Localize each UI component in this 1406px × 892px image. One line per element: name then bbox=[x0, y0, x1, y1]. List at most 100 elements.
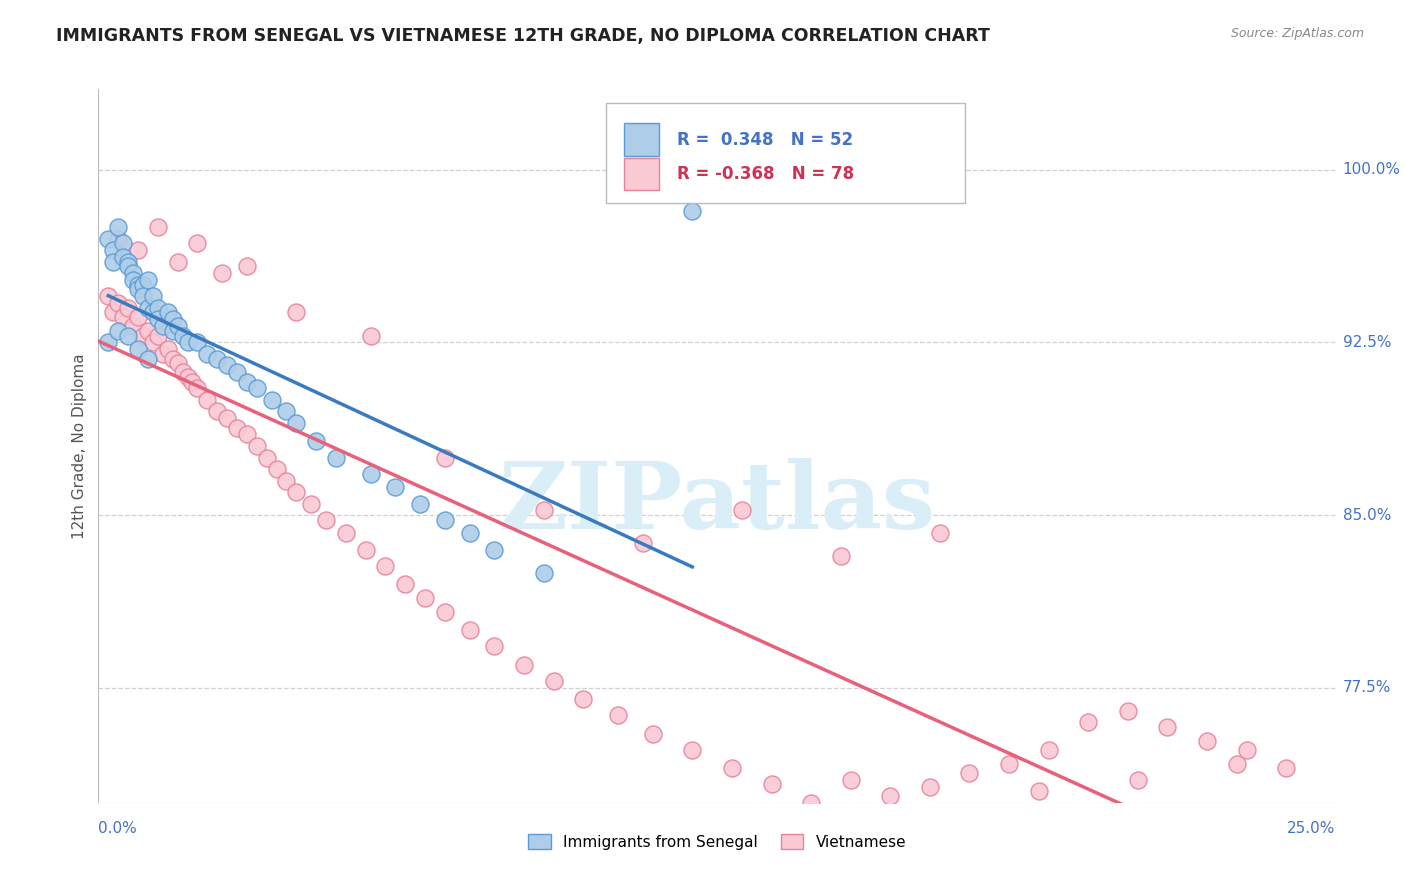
Point bbox=[117, 301, 139, 315]
Point bbox=[879, 789, 901, 803]
Point bbox=[127, 283, 149, 297]
Point bbox=[136, 324, 159, 338]
Point bbox=[236, 260, 259, 274]
Point bbox=[513, 657, 536, 672]
Point bbox=[839, 772, 862, 787]
Point bbox=[176, 335, 198, 350]
Point bbox=[360, 328, 382, 343]
Point bbox=[325, 450, 347, 465]
Point bbox=[166, 319, 188, 334]
Point bbox=[433, 605, 456, 619]
Point bbox=[761, 777, 783, 791]
Point bbox=[176, 370, 198, 384]
Legend: Immigrants from Senegal, Vietnamese: Immigrants from Senegal, Vietnamese bbox=[522, 828, 912, 855]
Point bbox=[211, 266, 233, 280]
Point bbox=[266, 462, 288, 476]
Point bbox=[1275, 761, 1298, 775]
Point bbox=[721, 761, 744, 775]
Point bbox=[217, 359, 239, 373]
Point bbox=[132, 289, 155, 303]
Text: 85.0%: 85.0% bbox=[1343, 508, 1391, 523]
Point bbox=[918, 780, 941, 794]
Point bbox=[146, 328, 169, 343]
Point bbox=[433, 513, 456, 527]
Point bbox=[127, 277, 149, 292]
Text: ZIPatlas: ZIPatlas bbox=[499, 458, 935, 548]
Bar bbox=[624, 158, 659, 190]
Bar bbox=[624, 123, 659, 155]
Point bbox=[146, 312, 169, 326]
Point bbox=[132, 328, 155, 343]
Point bbox=[1126, 772, 1149, 787]
Point bbox=[142, 305, 165, 319]
Point bbox=[484, 542, 506, 557]
Point bbox=[276, 404, 298, 418]
Text: R = -0.368   N = 78: R = -0.368 N = 78 bbox=[678, 165, 855, 183]
Text: 25.0%: 25.0% bbox=[1288, 821, 1336, 836]
Point bbox=[260, 392, 283, 407]
FancyBboxPatch shape bbox=[606, 103, 965, 203]
Text: 92.5%: 92.5% bbox=[1343, 334, 1391, 350]
Point bbox=[146, 220, 169, 235]
Point bbox=[305, 434, 328, 449]
Point bbox=[631, 535, 654, 549]
Point bbox=[186, 381, 208, 395]
Point bbox=[246, 439, 269, 453]
Point bbox=[186, 335, 208, 350]
Point bbox=[152, 347, 174, 361]
Point bbox=[122, 319, 145, 334]
Point bbox=[607, 708, 630, 723]
Point bbox=[335, 526, 357, 541]
Point bbox=[285, 305, 308, 319]
Point bbox=[1028, 784, 1050, 798]
Point bbox=[409, 497, 432, 511]
Point bbox=[142, 335, 165, 350]
Point bbox=[533, 503, 555, 517]
Point bbox=[533, 566, 555, 580]
Point bbox=[117, 328, 139, 343]
Point bbox=[97, 335, 120, 350]
Point bbox=[156, 343, 179, 357]
Point bbox=[162, 324, 184, 338]
Point bbox=[681, 743, 703, 757]
Point bbox=[236, 427, 259, 442]
Point bbox=[1195, 733, 1218, 747]
Point bbox=[1226, 756, 1249, 771]
Point bbox=[122, 273, 145, 287]
Point bbox=[394, 577, 416, 591]
Point bbox=[97, 232, 120, 246]
Point bbox=[205, 404, 228, 418]
Point bbox=[136, 301, 159, 315]
Point bbox=[103, 244, 125, 258]
Point bbox=[195, 392, 218, 407]
Text: IMMIGRANTS FROM SENEGAL VS VIETNAMESE 12TH GRADE, NO DIPLOMA CORRELATION CHART: IMMIGRANTS FROM SENEGAL VS VIETNAMESE 12… bbox=[56, 27, 990, 45]
Point bbox=[97, 289, 120, 303]
Point bbox=[117, 255, 139, 269]
Point bbox=[122, 266, 145, 280]
Point bbox=[136, 273, 159, 287]
Point bbox=[181, 375, 204, 389]
Point bbox=[484, 640, 506, 654]
Point bbox=[103, 305, 125, 319]
Point bbox=[731, 503, 754, 517]
Point bbox=[195, 347, 218, 361]
Point bbox=[162, 351, 184, 366]
Point bbox=[285, 485, 308, 500]
Point bbox=[172, 365, 194, 379]
Point bbox=[299, 497, 322, 511]
Text: 0.0%: 0.0% bbox=[98, 821, 138, 836]
Point bbox=[152, 319, 174, 334]
Point bbox=[276, 474, 298, 488]
Point bbox=[384, 480, 406, 494]
Point bbox=[572, 692, 595, 706]
Point bbox=[1077, 715, 1099, 730]
Point bbox=[1156, 720, 1178, 734]
Point bbox=[205, 351, 228, 366]
Point bbox=[641, 727, 664, 741]
Point bbox=[127, 343, 149, 357]
Point bbox=[226, 365, 249, 379]
Point bbox=[246, 381, 269, 395]
Point bbox=[136, 351, 159, 366]
Point bbox=[1236, 743, 1258, 757]
Point bbox=[959, 765, 981, 780]
